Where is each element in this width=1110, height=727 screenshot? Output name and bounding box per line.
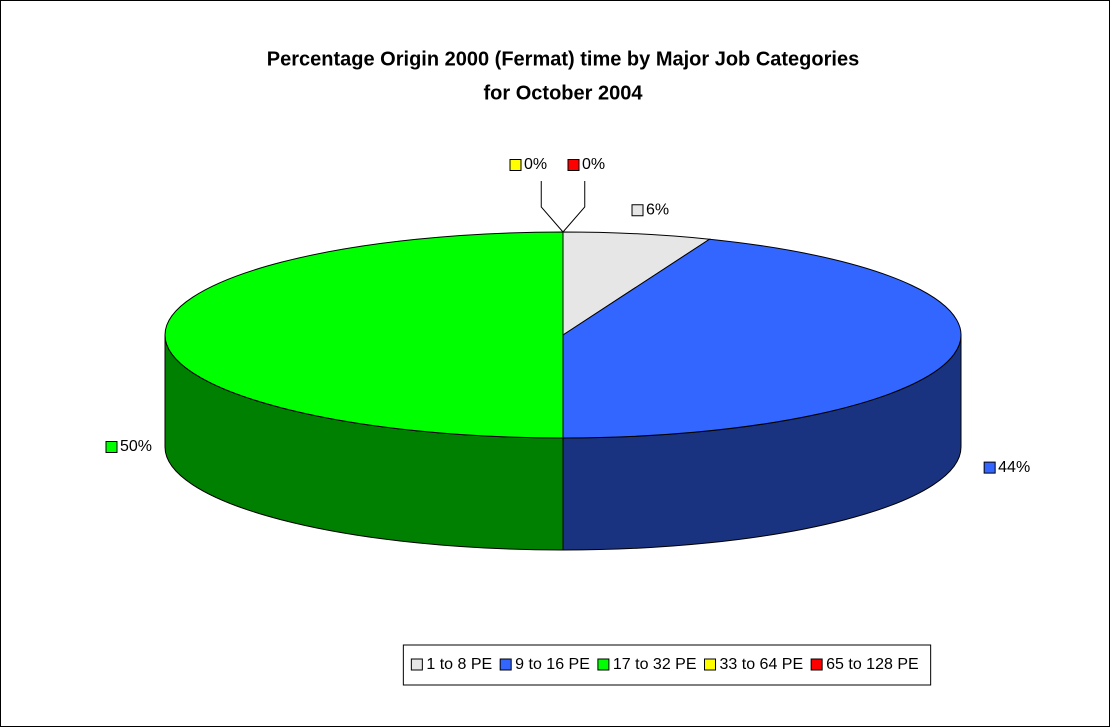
legend-label: 1 to 8 PE	[426, 656, 492, 673]
legend-label: 9 to 16 PE	[515, 656, 590, 673]
data-label: 44%	[998, 459, 1030, 476]
legend-swatch	[410, 658, 423, 671]
legend-swatch	[597, 658, 610, 671]
label-swatch	[631, 204, 644, 217]
chart-title: for October 2004	[484, 82, 644, 104]
legend-swatch	[810, 658, 823, 671]
data-label: 0%	[524, 156, 547, 173]
legend-box	[402, 644, 932, 686]
legend-label: 17 to 32 PE	[613, 656, 697, 673]
leader-line	[540, 181, 564, 233]
data-label: 50%	[120, 438, 152, 455]
legend-label: 65 to 128 PE	[826, 656, 919, 673]
legend-swatch	[704, 658, 717, 671]
legend: 1 to 8 PE 9 to 16 PE 17 to 32 PE 33 to 64 P…	[402, 644, 932, 686]
leader-line	[562, 181, 586, 233]
label-swatch	[983, 461, 996, 474]
data-label: 0%	[582, 156, 605, 173]
legend-label: 33 to 64 PE	[720, 656, 804, 673]
label-swatch	[567, 159, 580, 171]
label-swatch	[509, 159, 522, 171]
legend-swatch	[499, 658, 512, 671]
label-swatch	[105, 441, 118, 453]
pie-slice	[562, 231, 711, 336]
pie-slice	[562, 238, 962, 439]
data-label: 6%	[646, 201, 669, 218]
chart-title: Percentage Origin 2000 (Fermat) time by …	[267, 48, 859, 70]
pie-slice	[164, 231, 564, 439]
